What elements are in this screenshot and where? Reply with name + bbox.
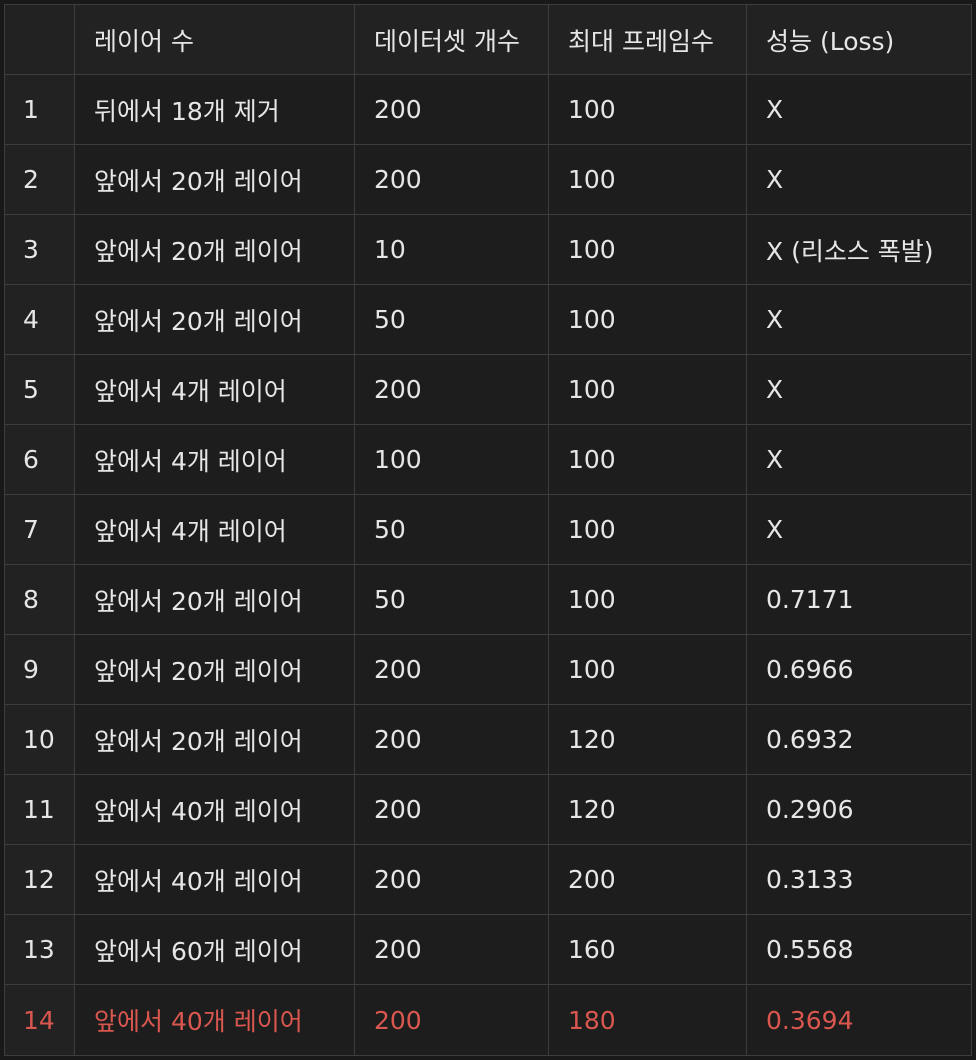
table-row: 2 앞에서 20개 레이어 200 100 X (5, 145, 971, 215)
row-layers: 뒤에서 18개 제거 (75, 75, 355, 144)
row-dataset: 50 (355, 495, 549, 564)
row-frames: 160 (549, 915, 747, 984)
header-cell-dataset: 데이터셋 개수 (355, 5, 549, 74)
row-index: 9 (5, 635, 75, 704)
row-index: 8 (5, 565, 75, 634)
row-dataset: 200 (355, 845, 549, 914)
row-loss: 0.6932 (766, 725, 854, 754)
table-row: 9 앞에서 20개 레이어 200 100 0.6966 (5, 635, 971, 705)
row-frames: 200 (549, 845, 747, 914)
row-loss: 0.3694 (766, 1005, 854, 1035)
row-dataset: 200 (355, 145, 549, 214)
table-row: 7 앞에서 4개 레이어 50 100 X (5, 495, 971, 565)
header-cell-layers: 레이어 수 (75, 5, 355, 74)
row-index: 13 (5, 915, 75, 984)
row-layers: 앞에서 20개 레이어 (75, 215, 355, 284)
row-dataset: 200 (355, 915, 549, 984)
row-index: 2 (5, 145, 75, 214)
table-header-row: 레이어 수 데이터셋 개수 최대 프레임수 성능 (Loss) (5, 5, 971, 75)
row-loss: X (766, 165, 784, 194)
table-row: 11 앞에서 40개 레이어 200 120 0.2906 (5, 775, 971, 845)
row-dataset: 50 (355, 285, 549, 354)
table-row: 5 앞에서 4개 레이어 200 100 X (5, 355, 971, 425)
header-cell-loss: 성능 (Loss) (747, 5, 971, 74)
row-index: 5 (5, 355, 75, 424)
row-loss: X (766, 95, 784, 124)
row-index: 4 (5, 285, 75, 354)
table-row: 10 앞에서 20개 레이어 200 120 0.6932 (5, 705, 971, 775)
row-loss: X (766, 375, 784, 404)
row-frames: 100 (549, 635, 747, 704)
row-dataset: 50 (355, 565, 549, 634)
row-index: 7 (5, 495, 75, 564)
row-frames: 100 (549, 495, 747, 564)
table-row: 13 앞에서 60개 레이어 200 160 0.5568 (5, 915, 971, 985)
row-layers: 앞에서 40개 레이어 (75, 985, 355, 1055)
table-row: 12 앞에서 40개 레이어 200 200 0.3133 (5, 845, 971, 915)
table-row: 1 뒤에서 18개 제거 200 100 X (5, 75, 971, 145)
row-dataset: 200 (355, 705, 549, 774)
row-loss: X (리소스 폭발) (766, 236, 934, 266)
row-index: 12 (5, 845, 75, 914)
row-layers: 앞에서 4개 레이어 (75, 495, 355, 564)
row-index: 14 (5, 985, 75, 1055)
row-frames: 180 (549, 985, 747, 1055)
row-index: 1 (5, 75, 75, 144)
row-index: 11 (5, 775, 75, 844)
header-cell-frames: 최대 프레임수 (549, 5, 747, 74)
row-layers: 앞에서 4개 레이어 (75, 425, 355, 494)
row-layers: 앞에서 20개 레이어 (75, 285, 355, 354)
row-index: 10 (5, 705, 75, 774)
row-frames: 100 (549, 75, 747, 144)
row-dataset: 10 (355, 215, 549, 284)
table-row: 4 앞에서 20개 레이어 50 100 X (5, 285, 971, 355)
row-dataset: 100 (355, 425, 549, 494)
header-cell-index (5, 5, 75, 74)
row-dataset: 200 (355, 75, 549, 144)
row-index: 3 (5, 215, 75, 284)
row-loss: 0.6966 (766, 655, 854, 684)
row-loss: X (766, 515, 784, 544)
row-loss: 0.7171 (766, 585, 854, 614)
table-row: 8 앞에서 20개 레이어 50 100 0.7171 (5, 565, 971, 635)
results-table: 레이어 수 데이터셋 개수 최대 프레임수 성능 (Loss) 1 뒤에서 18… (4, 4, 972, 1056)
row-layers: 앞에서 20개 레이어 (75, 565, 355, 634)
row-layers: 앞에서 4개 레이어 (75, 355, 355, 424)
row-loss: X (766, 445, 784, 474)
row-layers: 앞에서 40개 레이어 (75, 775, 355, 844)
row-layers: 앞에서 20개 레이어 (75, 635, 355, 704)
row-dataset: 200 (355, 355, 549, 424)
row-frames: 120 (549, 705, 747, 774)
row-loss: X (766, 305, 784, 334)
row-frames: 100 (549, 565, 747, 634)
table-row: 3 앞에서 20개 레이어 10 100 X (리소스 폭발) (5, 215, 971, 285)
row-frames: 100 (549, 145, 747, 214)
row-dataset: 200 (355, 635, 549, 704)
row-frames: 100 (549, 425, 747, 494)
row-loss: 0.3133 (766, 865, 854, 894)
table-row-highlighted: 14 앞에서 40개 레이어 200 180 0.3694 (5, 985, 971, 1055)
row-layers: 앞에서 60개 레이어 (75, 915, 355, 984)
row-dataset: 200 (355, 775, 549, 844)
row-frames: 100 (549, 215, 747, 284)
row-layers: 앞에서 20개 레이어 (75, 705, 355, 774)
row-loss: 0.2906 (766, 795, 854, 824)
row-frames: 120 (549, 775, 747, 844)
row-frames: 100 (549, 355, 747, 424)
table-row: 6 앞에서 4개 레이어 100 100 X (5, 425, 971, 495)
row-loss: 0.5568 (766, 935, 854, 964)
row-index: 6 (5, 425, 75, 494)
row-frames: 100 (549, 285, 747, 354)
row-dataset: 200 (355, 985, 549, 1055)
row-layers: 앞에서 20개 레이어 (75, 145, 355, 214)
row-layers: 앞에서 40개 레이어 (75, 845, 355, 914)
